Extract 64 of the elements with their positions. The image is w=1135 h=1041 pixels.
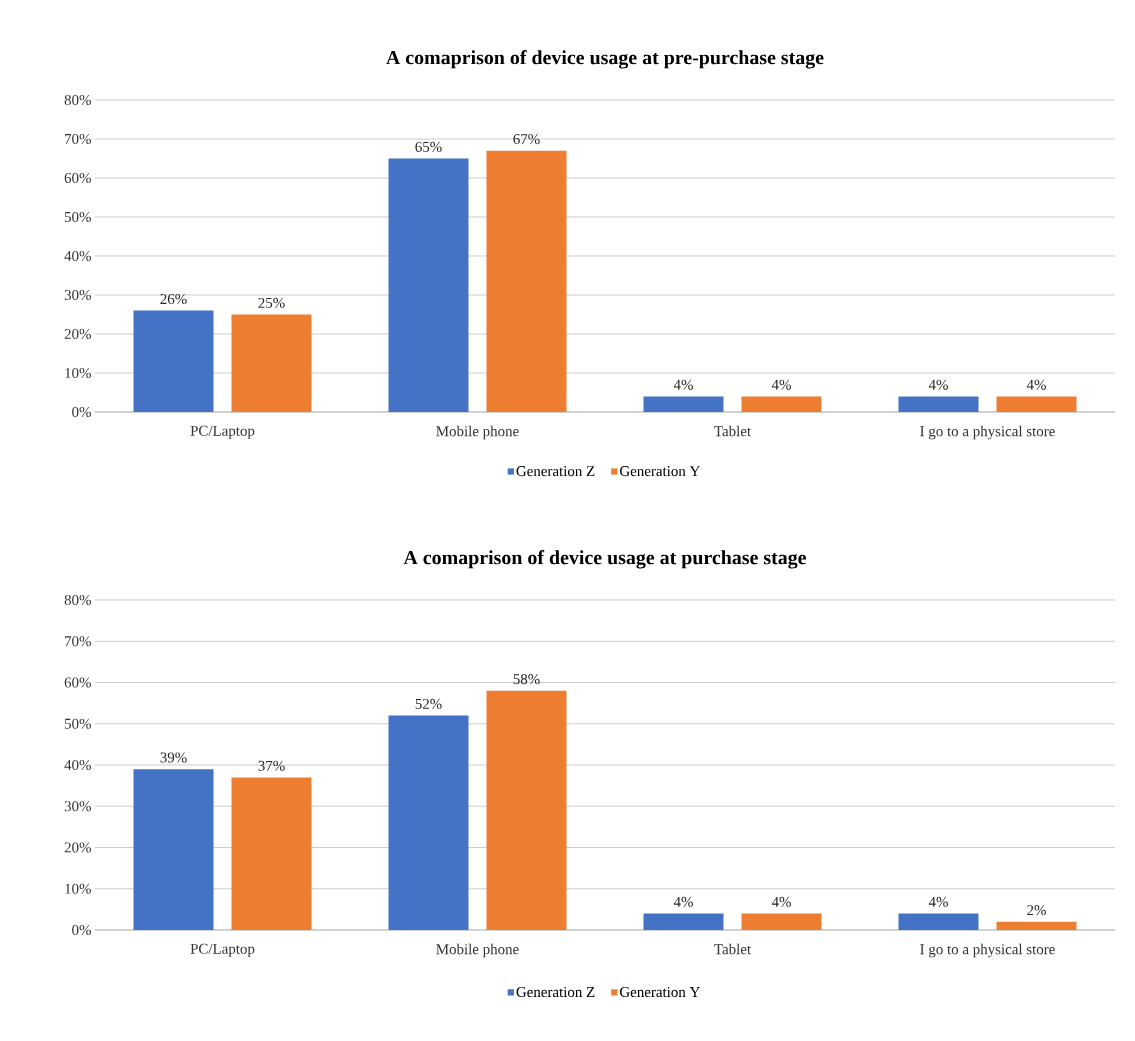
- bar: [486, 150, 567, 412]
- bar: [741, 913, 822, 930]
- y-tick-label: 0%: [72, 406, 91, 418]
- bar: [133, 310, 214, 412]
- x-tick-label: PC/Laptop: [190, 943, 255, 957]
- x-tick-label: Tablet: [714, 425, 751, 437]
- y-tick-label: 50%: [64, 718, 91, 729]
- data-label: 4%: [673, 379, 693, 390]
- bar: [741, 396, 822, 412]
- y-tick-label: 30%: [64, 801, 91, 812]
- y-tick-label: 50%: [64, 211, 91, 223]
- data-label: 37%: [258, 760, 285, 771]
- data-label: 39%: [160, 752, 187, 763]
- legend-label: Generation Z: [516, 986, 595, 998]
- data-label: 4%: [928, 896, 948, 907]
- data-label: 4%: [928, 379, 948, 390]
- bar: [133, 769, 214, 930]
- data-label: 4%: [771, 896, 791, 907]
- y-tick-label: 40%: [64, 250, 91, 262]
- y-tick-label: 10%: [65, 367, 91, 379]
- bar: [898, 913, 979, 930]
- data-label: 4%: [1026, 379, 1046, 390]
- bar: [231, 777, 312, 930]
- x-tick-label: PC/Laptop: [190, 425, 255, 439]
- chart-title: A comaprison of device usage at purchase stage: [403, 550, 806, 569]
- y-tick-label: 60%: [64, 677, 91, 688]
- legend-label: Generation Y: [620, 466, 700, 477]
- y-tick-label: 30%: [64, 289, 91, 301]
- y-tick-label: 70%: [65, 636, 91, 647]
- data-label: 25%: [258, 297, 285, 308]
- y-tick-label: 70%: [65, 133, 91, 145]
- legend-label: Generation Y: [620, 986, 700, 998]
- data-label: 65%: [415, 141, 442, 152]
- y-tick-label: 80%: [64, 594, 91, 606]
- x-tick-label: Mobile phone: [436, 943, 519, 958]
- bar: [898, 396, 979, 412]
- chart-title: A comaprison of device usage at pre-purchase stage: [386, 50, 824, 69]
- data-label: 58%: [513, 674, 540, 685]
- data-label: 26%: [160, 293, 187, 305]
- data-label: 2%: [1027, 905, 1046, 916]
- y-tick-label: 0%: [72, 924, 91, 936]
- data-label: 52%: [415, 698, 442, 709]
- bar: [996, 396, 1077, 412]
- y-tick-label: 20%: [64, 842, 91, 853]
- y-tick-label: 10%: [65, 883, 91, 894]
- data-label: 4%: [771, 379, 791, 390]
- y-tick-label: 60%: [64, 172, 91, 184]
- bar: [643, 913, 724, 930]
- bar: [996, 921, 1077, 930]
- bar: [231, 314, 312, 412]
- data-label: 4%: [673, 896, 693, 907]
- bar: [486, 690, 567, 930]
- bar: [388, 158, 469, 412]
- x-tick-label: Mobile phone: [436, 425, 519, 440]
- bar: [388, 715, 469, 930]
- legend-label: Generation Z: [516, 466, 595, 477]
- bar: [643, 396, 724, 412]
- x-tick-label: I go to a physical store: [920, 943, 1055, 958]
- y-tick-label: 80%: [64, 94, 91, 106]
- y-tick-label: 40%: [64, 759, 91, 771]
- y-tick-label: 20%: [64, 328, 91, 340]
- x-tick-label: I go to a physical store: [920, 425, 1055, 440]
- data-label: 67%: [513, 134, 540, 145]
- x-tick-label: Tablet: [714, 943, 751, 955]
